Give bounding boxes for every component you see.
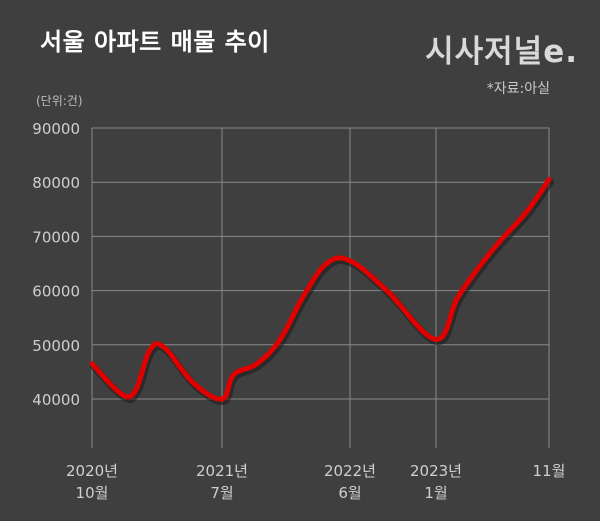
grid-layer [91, 127, 550, 448]
chart-title: 서울 아파트 매물 추이 [40, 28, 270, 56]
x-tick-label-year: 2023년 [410, 462, 462, 480]
x-axis-ticks: 2020년 10월 2021년 7월 2022년 6월 2023년 1월 11월 [66, 462, 565, 502]
y-tick-label: 80000 [32, 174, 80, 192]
x-tick-label-year: 2021년 [196, 462, 248, 480]
x-tick-label-month: 6월 [338, 484, 361, 502]
y-tick-label: 40000 [32, 391, 80, 409]
y-tick-label: 50000 [32, 337, 80, 355]
series-line-shadow [90, 178, 554, 406]
series-line [89, 176, 552, 402]
x-tick-label-month: 1월 [424, 484, 447, 502]
y-tick-label: 90000 [32, 120, 80, 138]
y-tick-label: 70000 [32, 228, 80, 246]
x-tick-label-month: 10월 [76, 484, 109, 502]
x-tick-label-month: 11월 [533, 462, 566, 480]
x-tick-label-month: 7월 [210, 484, 233, 502]
x-tick-label-year: 2022년 [324, 462, 376, 480]
publisher-logo: 시사저널e. [425, 34, 578, 70]
y-tick-label: 60000 [32, 283, 80, 301]
x-tick-label-year: 2020년 [66, 462, 118, 480]
unit-label: (단위:건) [36, 94, 83, 108]
y-axis-ticks: 40000 50000 60000 70000 80000 90000 [32, 120, 80, 409]
series-layer [89, 176, 554, 406]
source-note: *자료:아실 [486, 81, 550, 97]
